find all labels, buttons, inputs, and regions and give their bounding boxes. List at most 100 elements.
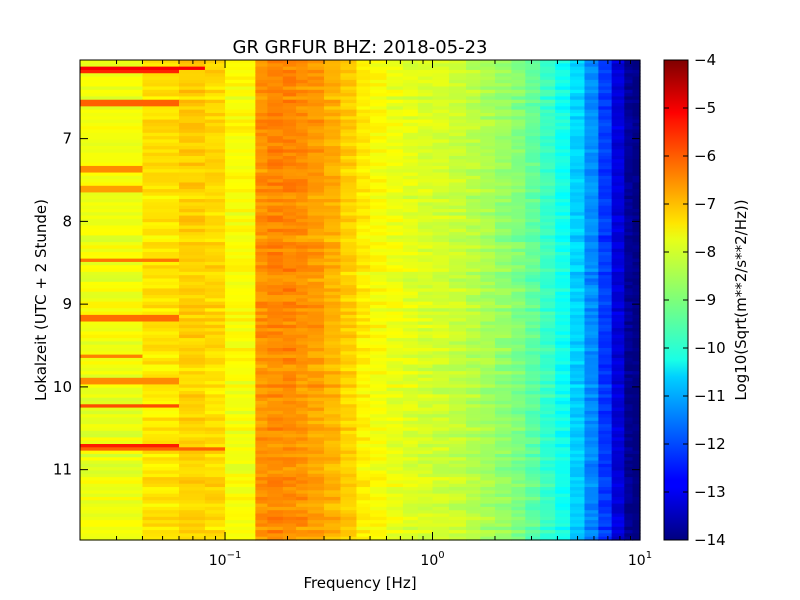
- heatmap-cell: [267, 503, 284, 508]
- heatmap-cell: [632, 109, 641, 114]
- heatmap-cell: [178, 500, 206, 505]
- heatmap-cell: [624, 506, 634, 511]
- heatmap-cell: [204, 463, 226, 468]
- heatmap-cell: [386, 483, 404, 488]
- heatmap-cell: [555, 526, 571, 531]
- heatmap-cell: [80, 205, 144, 210]
- heatmap-cell: [142, 344, 180, 349]
- heatmap-cell: [340, 520, 358, 525]
- heatmap-cell: [225, 96, 256, 101]
- heatmap-cell: [465, 245, 481, 250]
- heatmap-cell: [432, 308, 450, 313]
- heatmap-cell: [555, 265, 571, 270]
- heatmap-cell: [225, 490, 256, 495]
- heatmap-cell: [267, 400, 284, 405]
- heatmap-cell: [386, 394, 404, 399]
- heatmap-cell: [632, 318, 641, 323]
- heatmap-cell: [540, 420, 556, 425]
- heatmap-cell: [296, 295, 309, 299]
- heatmap-cell: [540, 99, 556, 104]
- heatmap-cell: [340, 367, 358, 372]
- heatmap-cell: [402, 354, 419, 359]
- heatmap-cell: [282, 215, 297, 220]
- heatmap-cell: [386, 89, 404, 94]
- heatmap-cell: [540, 255, 556, 260]
- heatmap-cell: [340, 311, 358, 316]
- heatmap-cell: [340, 453, 358, 458]
- heatmap-cell: [204, 232, 226, 237]
- heatmap-cell: [142, 506, 180, 511]
- heatmap-cell: [432, 208, 450, 213]
- heatmap-cell: [417, 60, 434, 64]
- heatmap-cell: [80, 533, 144, 538]
- heatmap-cell: [494, 258, 513, 263]
- heatmap-cell: [417, 536, 434, 541]
- heatmap-cell: [324, 387, 342, 392]
- heatmap-cell: [225, 258, 256, 263]
- heatmap-cell: [570, 199, 586, 203]
- heatmap-cell: [570, 334, 586, 339]
- heatmap-cell: [584, 175, 599, 180]
- heatmap-cell: [225, 351, 256, 356]
- heatmap-cell: [494, 298, 513, 303]
- heatmap-cell: [80, 195, 144, 200]
- heatmap-cell: [432, 278, 450, 283]
- heatmap-cell: [340, 440, 358, 445]
- heatmap-cell: [611, 341, 625, 346]
- heatmap-cell: [267, 407, 284, 412]
- heatmap-cell: [432, 328, 450, 333]
- heatmap-cell: [255, 321, 268, 326]
- heatmap-cell: [356, 341, 371, 346]
- heatmap-cell: [465, 513, 481, 518]
- heatmap-cell: [432, 427, 450, 432]
- heatmap-cell: [340, 344, 358, 349]
- heatmap-cell: [494, 89, 513, 94]
- heatmap-cell: [448, 453, 467, 458]
- heatmap-cell: [417, 175, 434, 180]
- heatmap-cell: [356, 185, 371, 190]
- heatmap-cell: [307, 328, 325, 333]
- heatmap-cell: [624, 103, 634, 107]
- heatmap-cell: [465, 440, 481, 445]
- heatmap-cell: [80, 242, 144, 246]
- heatmap-cell: [480, 165, 496, 170]
- heatmap-cell: [267, 404, 284, 409]
- heatmap-cell: [255, 331, 268, 336]
- heatmap-cell: [525, 440, 541, 445]
- heatmap-cell: [370, 242, 388, 246]
- heatmap-cell: [540, 129, 556, 134]
- heatmap-cell: [402, 331, 419, 336]
- heatmap-cell: [555, 208, 571, 213]
- heatmap-cell: [432, 295, 450, 299]
- heatmap-cell: [370, 328, 388, 333]
- heatmap-cell: [540, 156, 556, 160]
- heatmap-cell: [432, 275, 450, 280]
- heatmap-cell: [624, 112, 634, 117]
- heatmap-cell: [598, 169, 613, 174]
- heatmap-cell: [225, 152, 256, 157]
- heatmap-cell: [402, 536, 419, 541]
- heatmap-cell: [204, 265, 226, 270]
- heatmap-cell: [465, 192, 481, 197]
- heatmap-cell: [324, 248, 342, 253]
- heatmap-cell: [340, 348, 358, 352]
- heatmap-cell: [598, 351, 613, 356]
- heatmap-cell: [494, 142, 513, 147]
- heatmap-cell: [555, 430, 571, 435]
- heatmap-cell: [80, 391, 144, 395]
- heatmap-cell: [356, 536, 371, 541]
- heatmap-cell: [340, 285, 358, 290]
- heatmap-cell: [340, 530, 358, 534]
- heatmap-cell: [296, 314, 309, 319]
- heatmap-cell: [598, 159, 613, 164]
- heatmap-cell: [178, 103, 206, 107]
- heatmap-cell: [340, 460, 358, 465]
- heatmap-cell: [225, 487, 256, 491]
- heatmap-cell: [555, 483, 571, 488]
- heatmap-cell: [494, 520, 513, 525]
- heatmap-cell: [611, 311, 625, 316]
- heatmap-cell: [80, 463, 144, 468]
- heatmap-cell: [511, 387, 526, 392]
- heatmap-cell: [324, 430, 342, 435]
- heatmap-cell: [386, 477, 404, 482]
